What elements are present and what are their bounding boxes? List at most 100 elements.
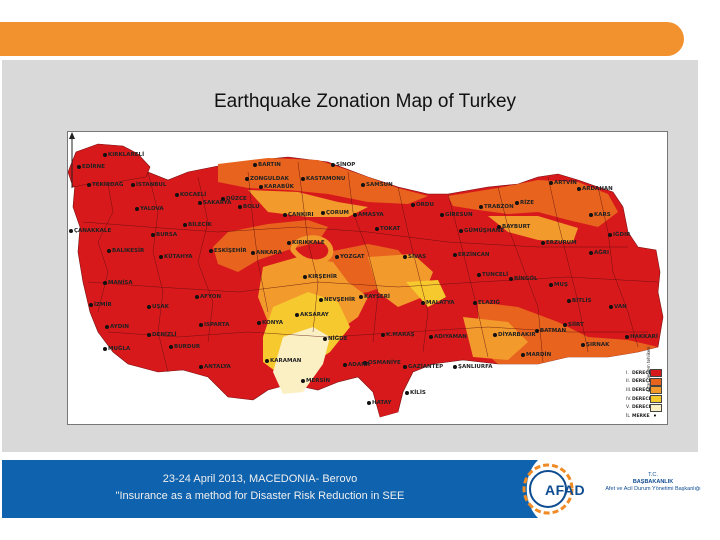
legend-label: MERKEZİ <box>632 413 655 419</box>
city-dot <box>411 203 415 207</box>
city-label: KONYA <box>262 320 284 326</box>
city-label: KARABÜK <box>264 184 294 190</box>
city-label: TOKAT <box>380 226 401 232</box>
legend-num: I. <box>626 370 629 376</box>
city-label: AFYON <box>200 294 222 300</box>
zone5-karaman-basin <box>273 327 330 394</box>
city-label: UŞAK <box>152 304 169 310</box>
afad-org-name: T.C. BAŞBAKANLIK Afet ve Acil Durum Yöne… <box>598 472 708 493</box>
city-dot <box>287 241 291 245</box>
city-dot <box>353 213 357 217</box>
city-label: ZONGULDAK <box>250 176 289 182</box>
legend-num: İL <box>626 413 630 419</box>
city-dot <box>147 305 151 309</box>
legend-label: DERECE <box>632 405 652 411</box>
zone3-sanliurfa <box>463 317 528 360</box>
city-label: BURDUR <box>174 344 201 350</box>
city-label: KARAMAN <box>270 358 302 364</box>
city-dot <box>589 251 593 255</box>
afad-org-line2: BAŞBAKANLIK <box>632 479 674 485</box>
city-label: ANKARA <box>256 250 282 256</box>
city-label: ÇORUM <box>326 210 349 216</box>
city-label: KIRIKKALE <box>292 240 325 246</box>
city-label: KÜTAHYA <box>164 254 193 260</box>
city-label: BİTLİS <box>572 298 592 304</box>
city-dot <box>403 365 407 369</box>
turkey-map-graphic <box>68 143 664 418</box>
city-dot <box>135 207 139 211</box>
zone2-central-band <box>213 220 328 272</box>
footer-topic-line: "Insurance as a method for Disaster Risk… <box>115 490 405 502</box>
city-dot <box>509 277 513 281</box>
city-dot <box>479 205 483 209</box>
footer-event-line: 23-24 April 2013, MACEDONIA- Berovo <box>162 473 358 485</box>
city-label: ELAZIĞ <box>478 300 501 306</box>
city-dot <box>105 325 109 329</box>
city-label: SAMSUN <box>366 182 393 188</box>
city-dot <box>103 347 107 351</box>
city-label: ARDAHAN <box>582 186 613 192</box>
city-label: TEKİRDAĞ <box>92 182 124 188</box>
zone4-kirsehir-ring <box>290 235 334 265</box>
city-label: SAKARYA <box>203 200 232 206</box>
city-dot <box>335 255 339 259</box>
city-label: VAN <box>614 304 627 310</box>
city-dot <box>319 298 323 302</box>
city-dot <box>321 211 325 215</box>
city-label: ARTVİN <box>554 180 577 186</box>
legend-swatch <box>650 377 662 386</box>
city-label: ISPARTA <box>204 322 230 328</box>
city-dot <box>493 333 497 337</box>
city-dot <box>541 241 545 245</box>
city-dot <box>295 313 299 317</box>
city-dot <box>253 163 257 167</box>
city-label: KİLİS <box>410 390 426 396</box>
map-legend: I. DERECE II. DERECE III. DERECE IV. DER… <box>626 369 666 424</box>
city-label: DİYARBAKIR <box>498 332 536 338</box>
legend-row: V. DERECE <box>626 403 666 412</box>
city-label: ÇANKIRI <box>288 212 314 218</box>
zone3-black-sea <box>248 190 368 217</box>
city-dot <box>301 379 305 383</box>
city-dot <box>159 255 163 259</box>
city-label: ESKİŞEHİR <box>214 248 247 254</box>
city-label: MUŞ <box>554 282 568 288</box>
legend-row: II. DERECE <box>626 377 666 387</box>
city-dot <box>175 193 179 197</box>
legend-swatch <box>650 403 662 412</box>
city-dot <box>405 391 409 395</box>
city-dot <box>609 305 613 309</box>
zone2-northern-patch <box>218 158 428 204</box>
city-label: BURSA <box>156 232 178 238</box>
city-label: KAYSERİ <box>364 294 390 300</box>
city-label: ANTALYA <box>204 364 231 370</box>
city-dot <box>283 213 287 217</box>
city-dot <box>221 197 225 201</box>
city-label: İZMİR <box>94 302 112 308</box>
city-label: DÜZCE <box>226 196 247 202</box>
city-label: BATMAN <box>540 328 567 334</box>
city-label: ERZİNCAN <box>458 252 490 258</box>
afad-org-line3: Afet ve Acil Durum Yönetimi Başkanlığı <box>605 486 701 492</box>
city-dot <box>549 181 553 185</box>
legend-num: II. <box>626 379 631 385</box>
city-dot <box>473 301 477 305</box>
city-label: DENİZLİ <box>152 332 177 338</box>
city-dot <box>549 283 553 287</box>
city-label: GİRESUN <box>445 212 473 218</box>
city-dot <box>107 249 111 253</box>
city-dot <box>375 227 379 231</box>
city-label: KIRKLARELİ <box>108 152 145 158</box>
legend-label: DERECE <box>632 396 652 402</box>
city-label: KASTAMONU <box>306 176 346 182</box>
city-label: BOLU <box>243 204 260 210</box>
city-dot <box>453 365 457 369</box>
city-label: ŞIRNAK <box>586 342 610 348</box>
city-dot <box>151 233 155 237</box>
city-dot <box>245 177 249 181</box>
zone4-karapinar <box>406 280 446 307</box>
city-label: YALOVA <box>140 206 164 212</box>
legend-arrow-caption: Artan deprem tehlikesi <box>646 346 651 392</box>
city-dot <box>103 153 107 157</box>
city-dot <box>169 345 173 349</box>
